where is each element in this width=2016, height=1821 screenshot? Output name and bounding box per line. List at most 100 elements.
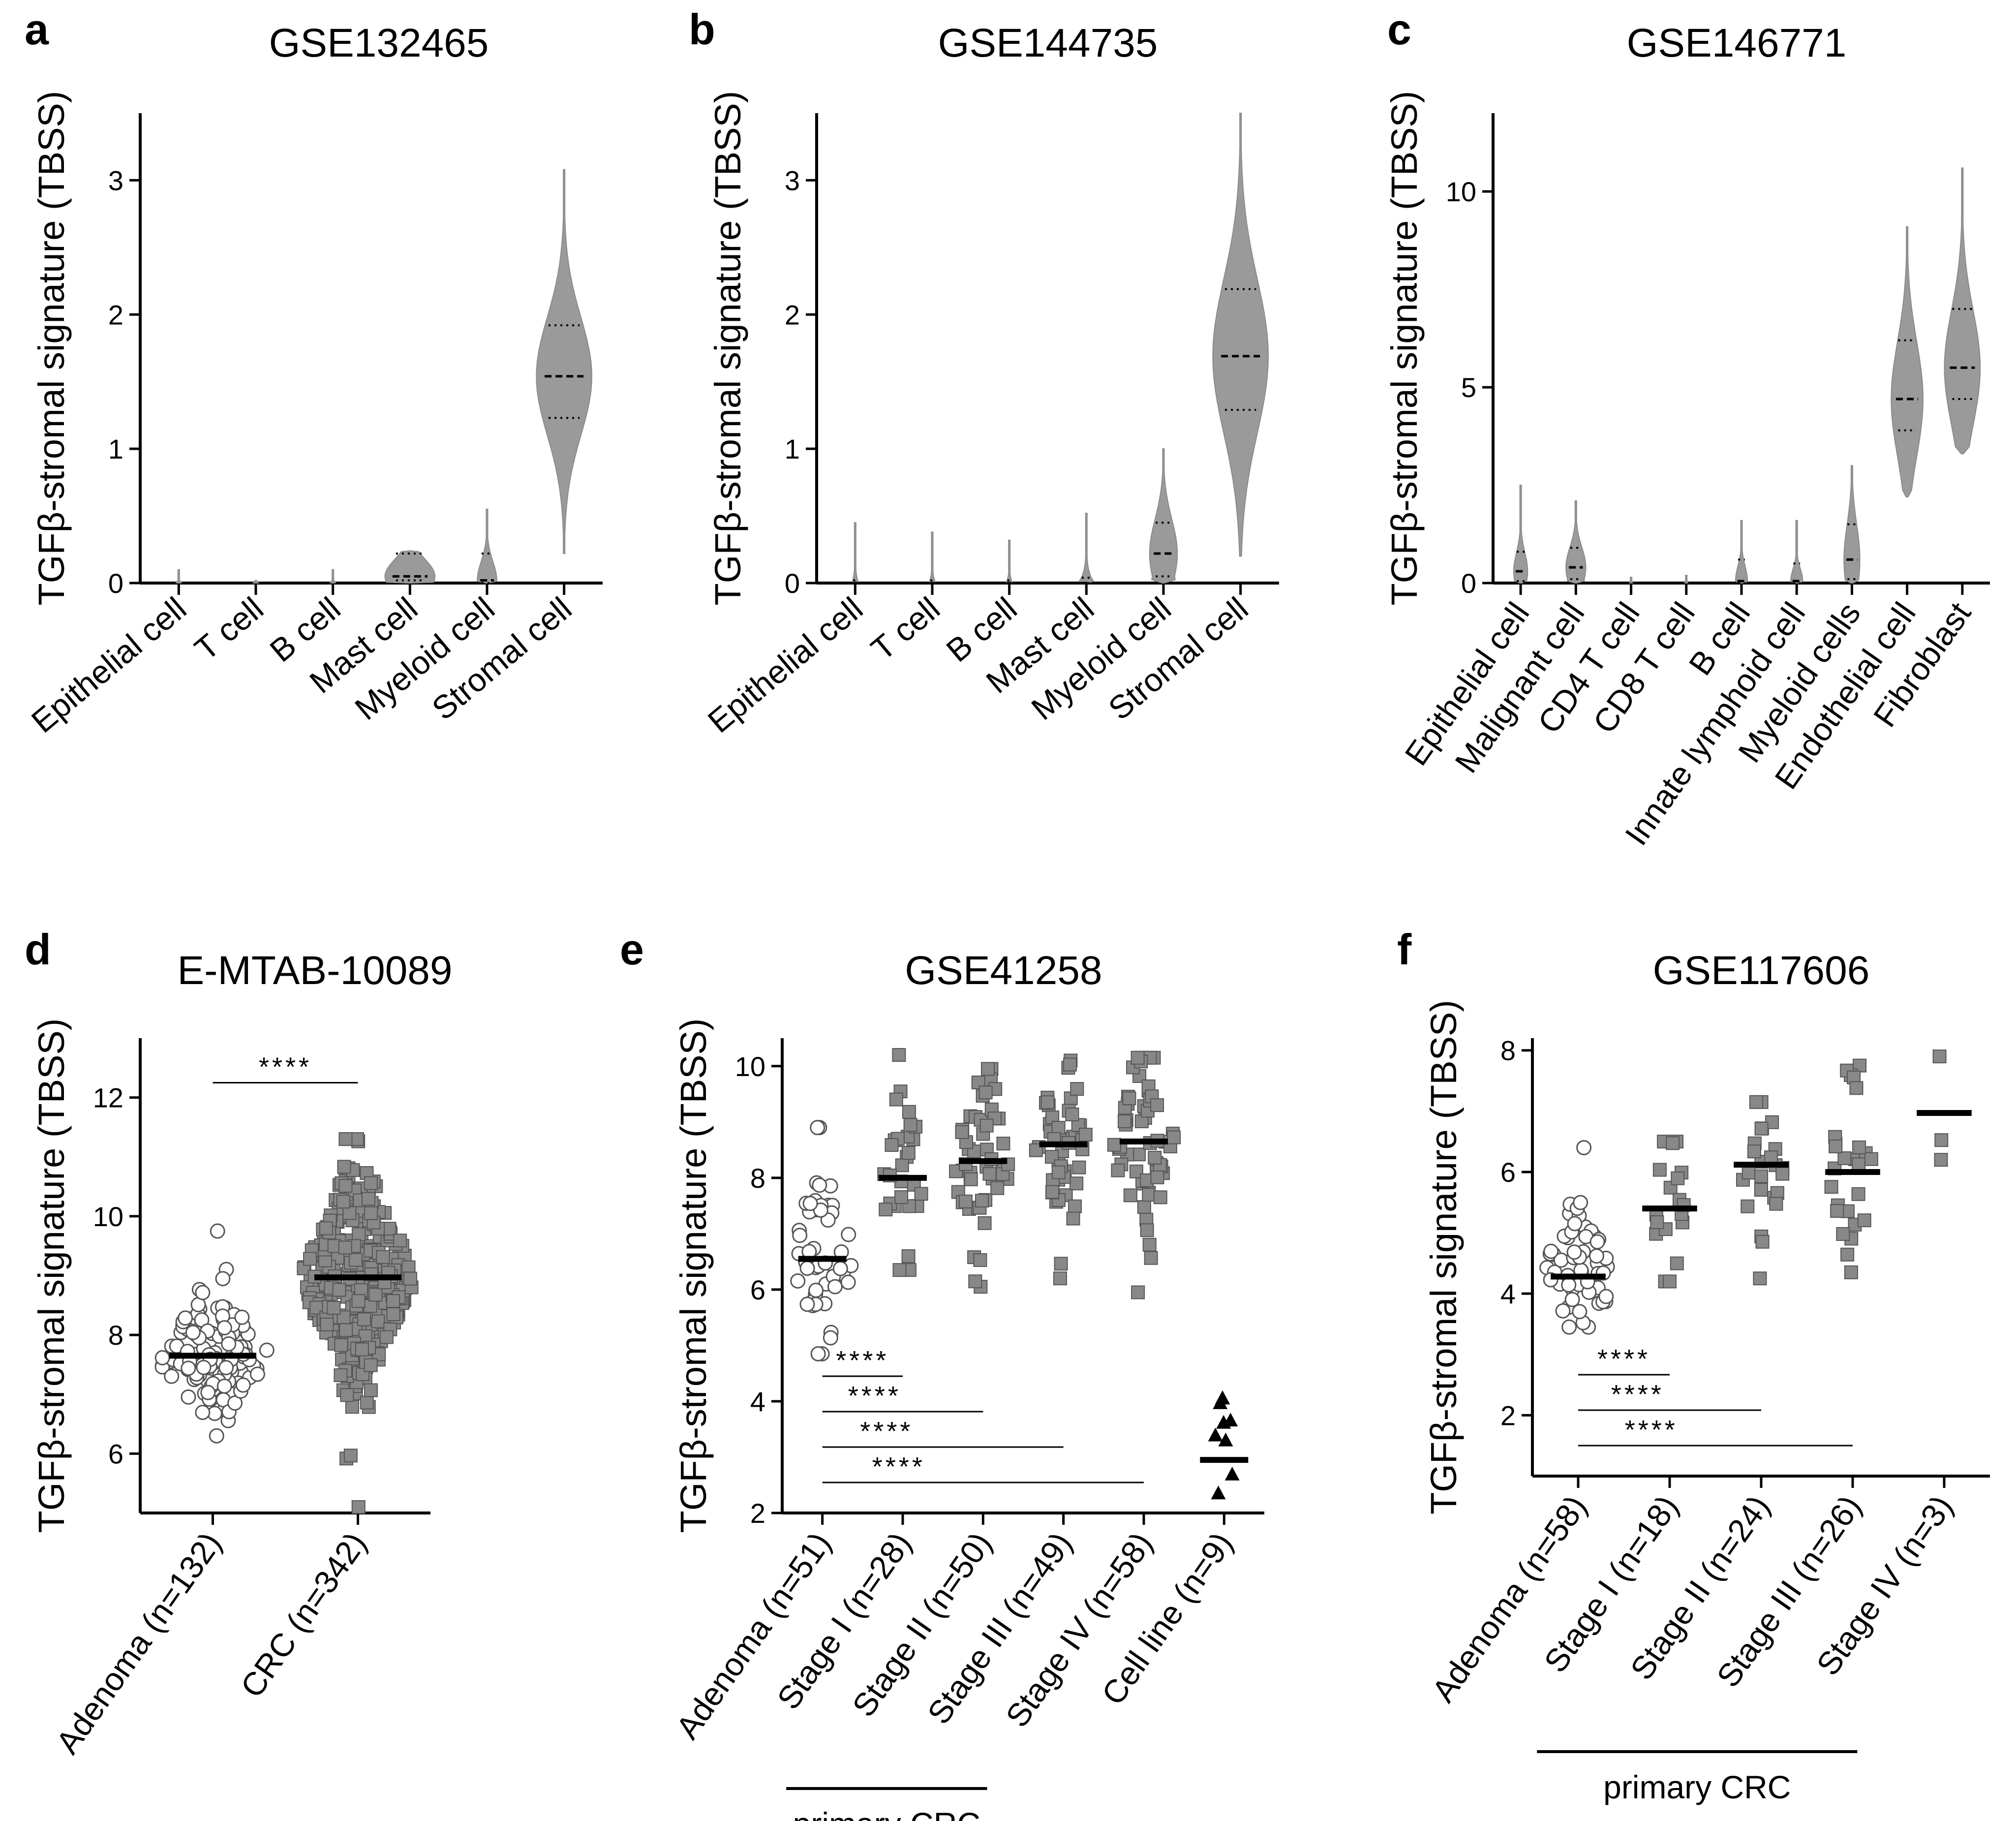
y-tick-label: 2: [785, 299, 800, 330]
data-point: [1741, 1199, 1755, 1213]
panel-title: E-MTAB-10089: [177, 948, 452, 993]
data-point: [210, 1223, 225, 1239]
data-point: [339, 1323, 353, 1337]
data-point: [1051, 1165, 1066, 1179]
data-point: [345, 1400, 359, 1414]
data-point: [1576, 1140, 1592, 1155]
panel-letter: c: [1387, 5, 1411, 54]
data-point: [355, 1342, 369, 1357]
data-point: [841, 1227, 856, 1242]
data-point: [1063, 1057, 1077, 1072]
data-point: [1555, 1303, 1571, 1319]
data-point: [895, 1158, 909, 1173]
data-point: [823, 1330, 838, 1346]
data-point: [227, 1395, 243, 1411]
y-tick-label: 10: [1446, 176, 1476, 207]
data-point: [1864, 1152, 1878, 1166]
data-point: [1167, 1130, 1181, 1144]
data-point: [364, 1358, 378, 1372]
y-tick-label: 3: [108, 165, 123, 196]
data-point: [1111, 1163, 1125, 1177]
data-point: [1070, 1082, 1084, 1096]
data-point: [1130, 1050, 1145, 1065]
data-point: [1045, 1185, 1060, 1199]
data-point: [1589, 1234, 1605, 1250]
violin-shape: [1212, 113, 1269, 557]
data-point: [1652, 1163, 1667, 1177]
data-point: [840, 1274, 856, 1290]
panel-letter: e: [620, 925, 644, 974]
data-point: [195, 1285, 211, 1300]
y-tick-label: 12: [93, 1082, 123, 1113]
panel-d: d E-MTAB-10089 TGFβ-stromal signature (TBS…: [25, 925, 453, 1760]
panel-title: GSE146771: [1627, 21, 1847, 65]
y-tick-label: 5: [1461, 372, 1476, 403]
significance-stars: ****: [259, 1052, 312, 1081]
y-axis-label: TGFβ-stromal signature (TBSS): [31, 91, 72, 606]
data-point: [154, 1350, 170, 1365]
violin-shape: [1628, 577, 1634, 584]
data-point: [975, 1194, 989, 1208]
data-point: [1029, 1143, 1043, 1157]
data-point: [981, 1062, 995, 1076]
data-point: [215, 1271, 231, 1287]
data-point: [1107, 1138, 1121, 1152]
panel-e: e GSE41258 TGFβ-stromal signature (TBSS) 2 4…: [620, 925, 1264, 1821]
data-point: [1140, 1223, 1154, 1237]
violin-shape: [1149, 448, 1178, 584]
data-point: [1837, 1151, 1852, 1165]
y-tick-label: 8: [750, 1163, 765, 1194]
data-point: [808, 1282, 824, 1298]
data-point: [982, 1167, 997, 1181]
data-point: [1829, 1140, 1843, 1154]
violin-shape: [1735, 520, 1748, 584]
data-point: [338, 1179, 353, 1193]
data-point: [1666, 1136, 1680, 1150]
data-point: [319, 1221, 333, 1235]
y-tick-label: 4: [750, 1386, 765, 1417]
data-point: [1543, 1243, 1559, 1259]
data-point: [342, 1206, 357, 1220]
significance-stars: ****: [872, 1452, 925, 1481]
y-axis-label: TGFβ-stromal signature (TBSS): [1423, 1000, 1464, 1514]
data-point: [1572, 1304, 1588, 1320]
y-tick-label: 0: [108, 568, 123, 599]
x-tick-label: Epithelial cell: [25, 590, 193, 740]
data-point: [799, 1296, 815, 1312]
data-point: [334, 1368, 348, 1383]
data-point: [964, 1172, 978, 1186]
x-tick-label: Epithelial cell: [701, 590, 870, 740]
data-point: [1840, 1247, 1855, 1262]
data-point: [1769, 1197, 1783, 1211]
data-point: [1598, 1289, 1614, 1304]
y-tick-label: 6: [108, 1438, 123, 1469]
data-point: [1144, 1251, 1158, 1265]
significance-stars: ****: [848, 1381, 901, 1411]
data-point: [1663, 1180, 1678, 1195]
y-tick-label: 2: [750, 1498, 765, 1529]
y-axis-label: TGFβ-stromal signature (TBSS): [707, 91, 748, 606]
data-point: [1852, 1140, 1866, 1154]
violin-shape: [329, 569, 336, 584]
data-point: [810, 1346, 826, 1361]
data-point: [901, 1146, 916, 1160]
data-point: [1072, 1160, 1086, 1174]
data-point: [209, 1428, 224, 1444]
y-tick-label: 10: [93, 1201, 123, 1232]
data-point: [1148, 1150, 1162, 1165]
violin-shape: [536, 169, 592, 554]
data-point: [892, 1048, 906, 1062]
violin-shape: [1790, 520, 1803, 584]
data-point: [1588, 1248, 1604, 1264]
data-point: [349, 1253, 363, 1267]
violin-shape: [1684, 575, 1689, 584]
data-point: [955, 1125, 969, 1139]
data-point: [1224, 1466, 1240, 1481]
data-point: [1213, 1395, 1228, 1409]
data-point: [376, 1250, 390, 1264]
panel-f: f GSE117606 TGFβ-stromal signature (TBSS) 2…: [1397, 925, 1990, 1805]
violin-shape: [384, 550, 436, 584]
y-tick-label: 3: [785, 165, 800, 196]
data-point: [181, 1360, 196, 1376]
